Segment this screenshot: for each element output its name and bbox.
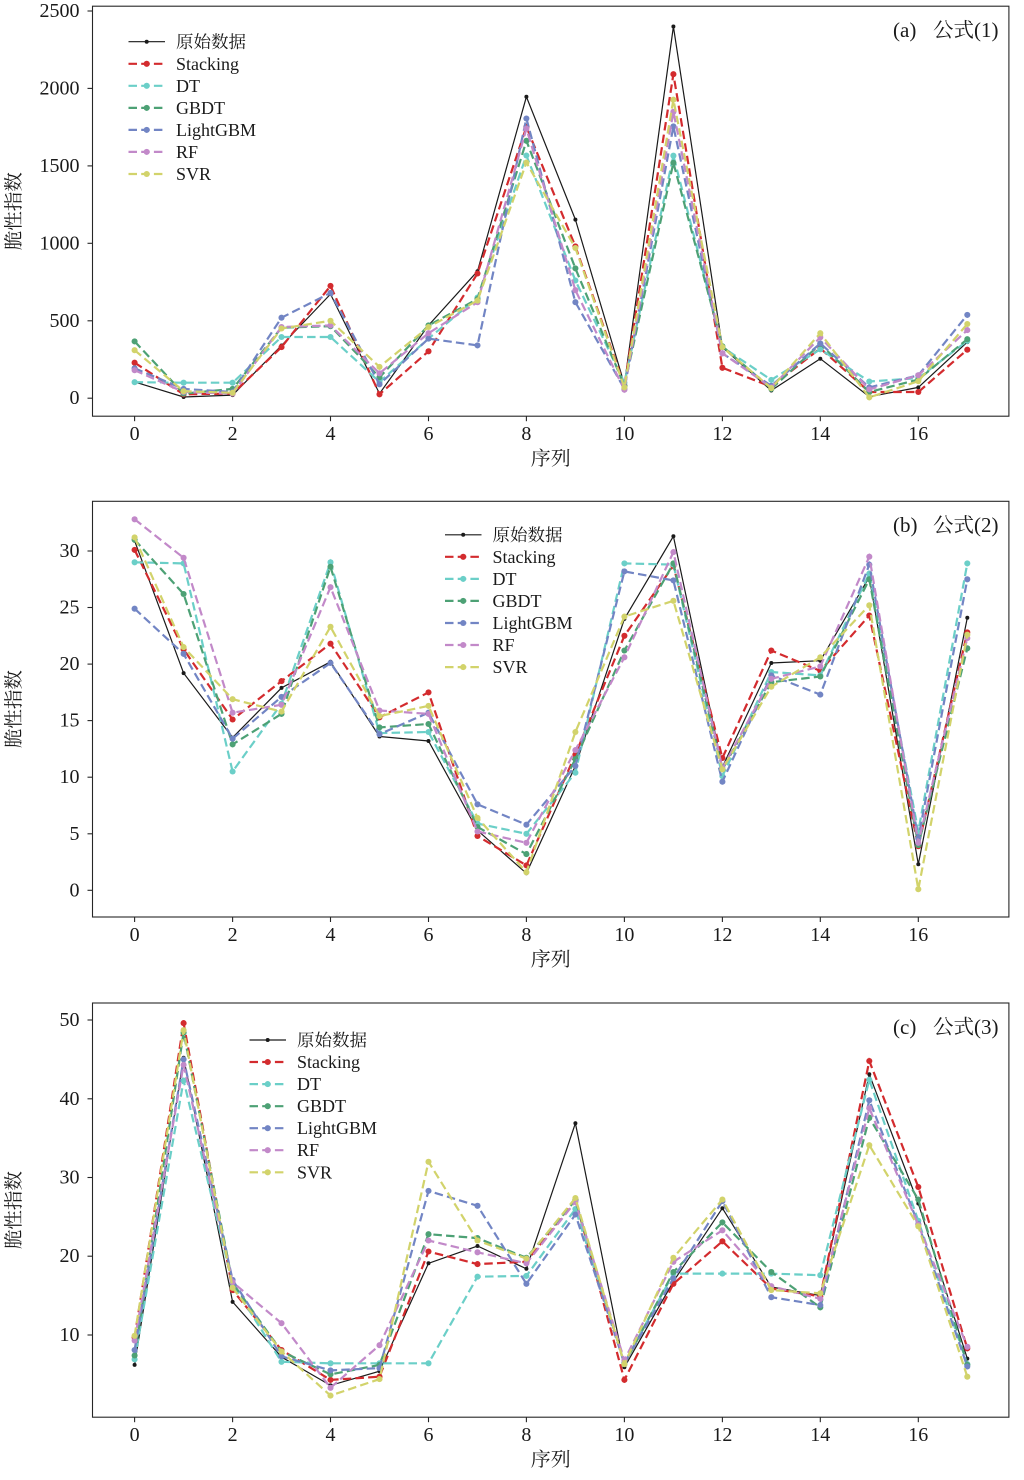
- svg-text:RF: RF: [493, 635, 515, 655]
- svg-text:SVR: SVR: [297, 1162, 332, 1182]
- svg-text:0: 0: [130, 423, 140, 445]
- svg-text:10: 10: [614, 924, 634, 946]
- svg-text:LightGBM: LightGBM: [493, 613, 573, 633]
- svg-text:50: 50: [60, 1009, 80, 1031]
- svg-text:LightGBM: LightGBM: [176, 120, 256, 140]
- svg-text:2: 2: [228, 1424, 238, 1446]
- svg-text:1000: 1000: [40, 232, 80, 254]
- svg-text:(2): (2): [974, 513, 999, 537]
- svg-text:(c): (c): [893, 1015, 916, 1039]
- svg-text:8: 8: [521, 1424, 531, 1446]
- svg-text:GBDT: GBDT: [297, 1096, 346, 1116]
- svg-text:DT: DT: [493, 569, 517, 589]
- svg-text:14: 14: [810, 924, 830, 946]
- svg-text:4: 4: [326, 924, 336, 946]
- svg-text:0: 0: [70, 879, 80, 901]
- svg-text:20: 20: [60, 653, 80, 675]
- svg-text:2000: 2000: [40, 77, 80, 99]
- svg-text:12: 12: [712, 423, 732, 445]
- svg-text:15: 15: [60, 710, 80, 732]
- svg-text:8: 8: [521, 423, 531, 445]
- svg-text:SVR: SVR: [493, 657, 528, 677]
- svg-text:4: 4: [326, 423, 336, 445]
- svg-text:500: 500: [50, 310, 80, 332]
- svg-text:16: 16: [908, 1424, 928, 1446]
- svg-text:14: 14: [810, 1424, 830, 1446]
- svg-text:SVR: SVR: [176, 164, 211, 184]
- svg-text:16: 16: [908, 924, 928, 946]
- svg-text:12: 12: [712, 1424, 732, 1446]
- svg-text:LightGBM: LightGBM: [297, 1118, 377, 1138]
- svg-text:10: 10: [60, 766, 80, 788]
- svg-text:30: 30: [60, 1167, 80, 1189]
- svg-text:DT: DT: [297, 1074, 321, 1094]
- svg-text:8: 8: [521, 924, 531, 946]
- svg-text:16: 16: [908, 423, 928, 445]
- svg-text:12: 12: [712, 924, 732, 946]
- svg-text:RF: RF: [176, 142, 198, 162]
- svg-text:14: 14: [810, 423, 830, 445]
- svg-text:2: 2: [228, 924, 238, 946]
- svg-text:30: 30: [60, 540, 80, 562]
- svg-text:(a): (a): [893, 18, 916, 42]
- svg-text:0: 0: [130, 1424, 140, 1446]
- svg-text:20: 20: [60, 1245, 80, 1267]
- svg-text:RF: RF: [297, 1140, 319, 1160]
- svg-text:0: 0: [130, 924, 140, 946]
- svg-text:0: 0: [70, 387, 80, 409]
- svg-text:6: 6: [424, 1424, 434, 1446]
- svg-text:(1): (1): [974, 18, 999, 42]
- svg-text:(b): (b): [893, 513, 918, 537]
- svg-text:Stacking: Stacking: [493, 547, 556, 567]
- svg-text:40: 40: [60, 1088, 80, 1110]
- svg-text:GBDT: GBDT: [493, 591, 542, 611]
- svg-text:2: 2: [228, 423, 238, 445]
- svg-text:10: 10: [60, 1324, 80, 1346]
- svg-text:6: 6: [424, 423, 434, 445]
- svg-text:1500: 1500: [40, 155, 80, 177]
- svg-text:Stacking: Stacking: [176, 54, 239, 74]
- svg-text:(3): (3): [974, 1015, 999, 1039]
- svg-text:5: 5: [70, 823, 80, 845]
- svg-text:Stacking: Stacking: [297, 1052, 360, 1072]
- svg-text:10: 10: [614, 423, 634, 445]
- svg-text:6: 6: [424, 924, 434, 946]
- svg-text:25: 25: [60, 597, 80, 619]
- svg-text:10: 10: [614, 1424, 634, 1446]
- svg-text:4: 4: [326, 1424, 336, 1446]
- svg-text:DT: DT: [176, 76, 200, 96]
- svg-text:2500: 2500: [40, 0, 80, 22]
- svg-text:GBDT: GBDT: [176, 98, 225, 118]
